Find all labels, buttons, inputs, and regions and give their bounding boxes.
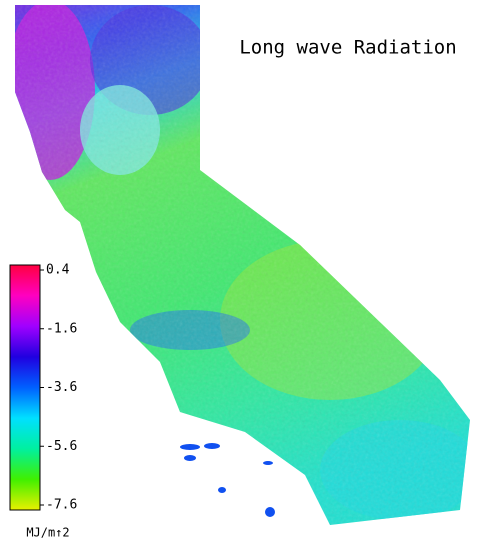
map-title: Long wave Radiation bbox=[239, 37, 456, 59]
colorbar-tick-label: -3.6 bbox=[46, 380, 77, 395]
island bbox=[218, 487, 226, 493]
islands bbox=[180, 443, 275, 517]
island bbox=[204, 443, 220, 449]
island bbox=[180, 444, 200, 450]
island bbox=[265, 507, 275, 517]
colorbar-tick-label: -1.6 bbox=[46, 321, 77, 336]
colorbar bbox=[9, 264, 41, 511]
colorbar-tick-label: -5.6 bbox=[46, 439, 77, 454]
island bbox=[184, 455, 196, 461]
colorbar-unit: MJ/m↑2 bbox=[26, 526, 69, 540]
island bbox=[263, 461, 273, 465]
colorbar-tick-label: -7.6 bbox=[46, 498, 77, 513]
colorbar-tick-label: 0.4 bbox=[46, 263, 70, 278]
